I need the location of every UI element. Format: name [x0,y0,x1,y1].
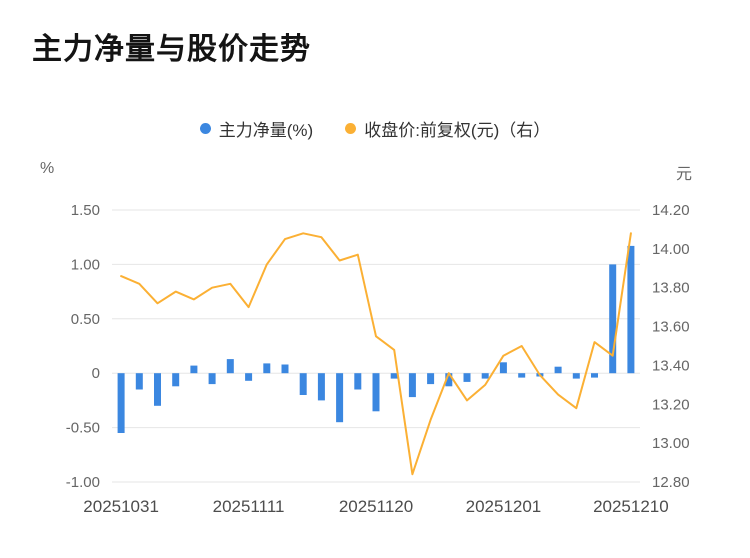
volume-bar [281,364,289,374]
right-axis-tick: 14.00 [652,241,690,258]
right-axis-tick: 13.00 [652,435,690,452]
x-axis-tick: 20251210 [593,497,669,516]
volume-bar [390,373,398,379]
volume-bar [463,373,471,382]
volume-bar [226,359,234,374]
volume-bar [336,373,344,423]
right-axis-tick: 13.40 [652,357,690,374]
left-axis-tick: 1.00 [71,256,100,273]
volume-bar [354,373,362,390]
right-axis-tick: 12.80 [652,474,690,491]
volume-bar [135,373,143,390]
volume-bar [627,245,635,374]
volume-bar [518,373,526,378]
left-axis-tick: 1.50 [71,202,100,219]
volume-bar [572,373,580,379]
x-axis-tick: 20251201 [466,497,542,516]
volume-bar [408,373,416,398]
x-axis-tick: 20251111 [213,497,285,516]
left-axis-tick: 0 [92,365,100,382]
volume-bar [263,363,271,374]
right-axis-tick: 13.20 [652,396,690,413]
price-line [120,232,632,476]
legend-label-main-net-volume: 主力净量(%) [218,121,314,140]
legend-item-close-price[interactable]: 收盘价:前复权(元)（右） [345,116,550,141]
volume-bar [245,373,253,381]
right-axis-unit: 元 [676,166,693,183]
right-axis-tick: 14.20 [652,202,690,219]
volume-bar [445,373,453,387]
right-axis-tick: 13.60 [652,319,690,336]
volume-bar [427,373,435,385]
volume-bar [172,373,180,387]
legend-label-close-price: 收盘价:前复权(元)（右） [364,121,551,140]
legend: 主力净量(%) 收盘价:前复权(元)（右） [0,116,750,141]
left-axis-unit: % [40,160,55,177]
volume-bar [208,373,216,385]
volume-bar [190,365,198,374]
chart-title: 主力净量与股价走势 [32,33,311,66]
legend-dot-close-price-icon [345,123,357,134]
volume-bar [117,373,125,433]
volume-bar [609,264,617,374]
left-axis-tick: -1.00 [66,474,100,491]
volume-bar [154,373,161,406]
volume-bar [317,373,325,401]
volume-bar [499,362,507,374]
volume-bar [299,373,307,395]
legend-item-main-net-volume[interactable]: 主力净量(%) [199,116,314,141]
volume-bar [481,373,489,379]
volume-bar [591,373,598,378]
volume-bar [372,373,380,412]
left-axis-tick: -0.50 [66,420,100,437]
right-axis-tick: 13.80 [652,280,690,297]
legend-dot-main-net-volume-icon [199,123,211,134]
volume-bar [554,366,562,374]
x-axis-tick: 20251031 [83,497,159,516]
x-axis-tick: 20251120 [339,497,413,516]
left-axis-tick: 0.50 [71,311,100,328]
